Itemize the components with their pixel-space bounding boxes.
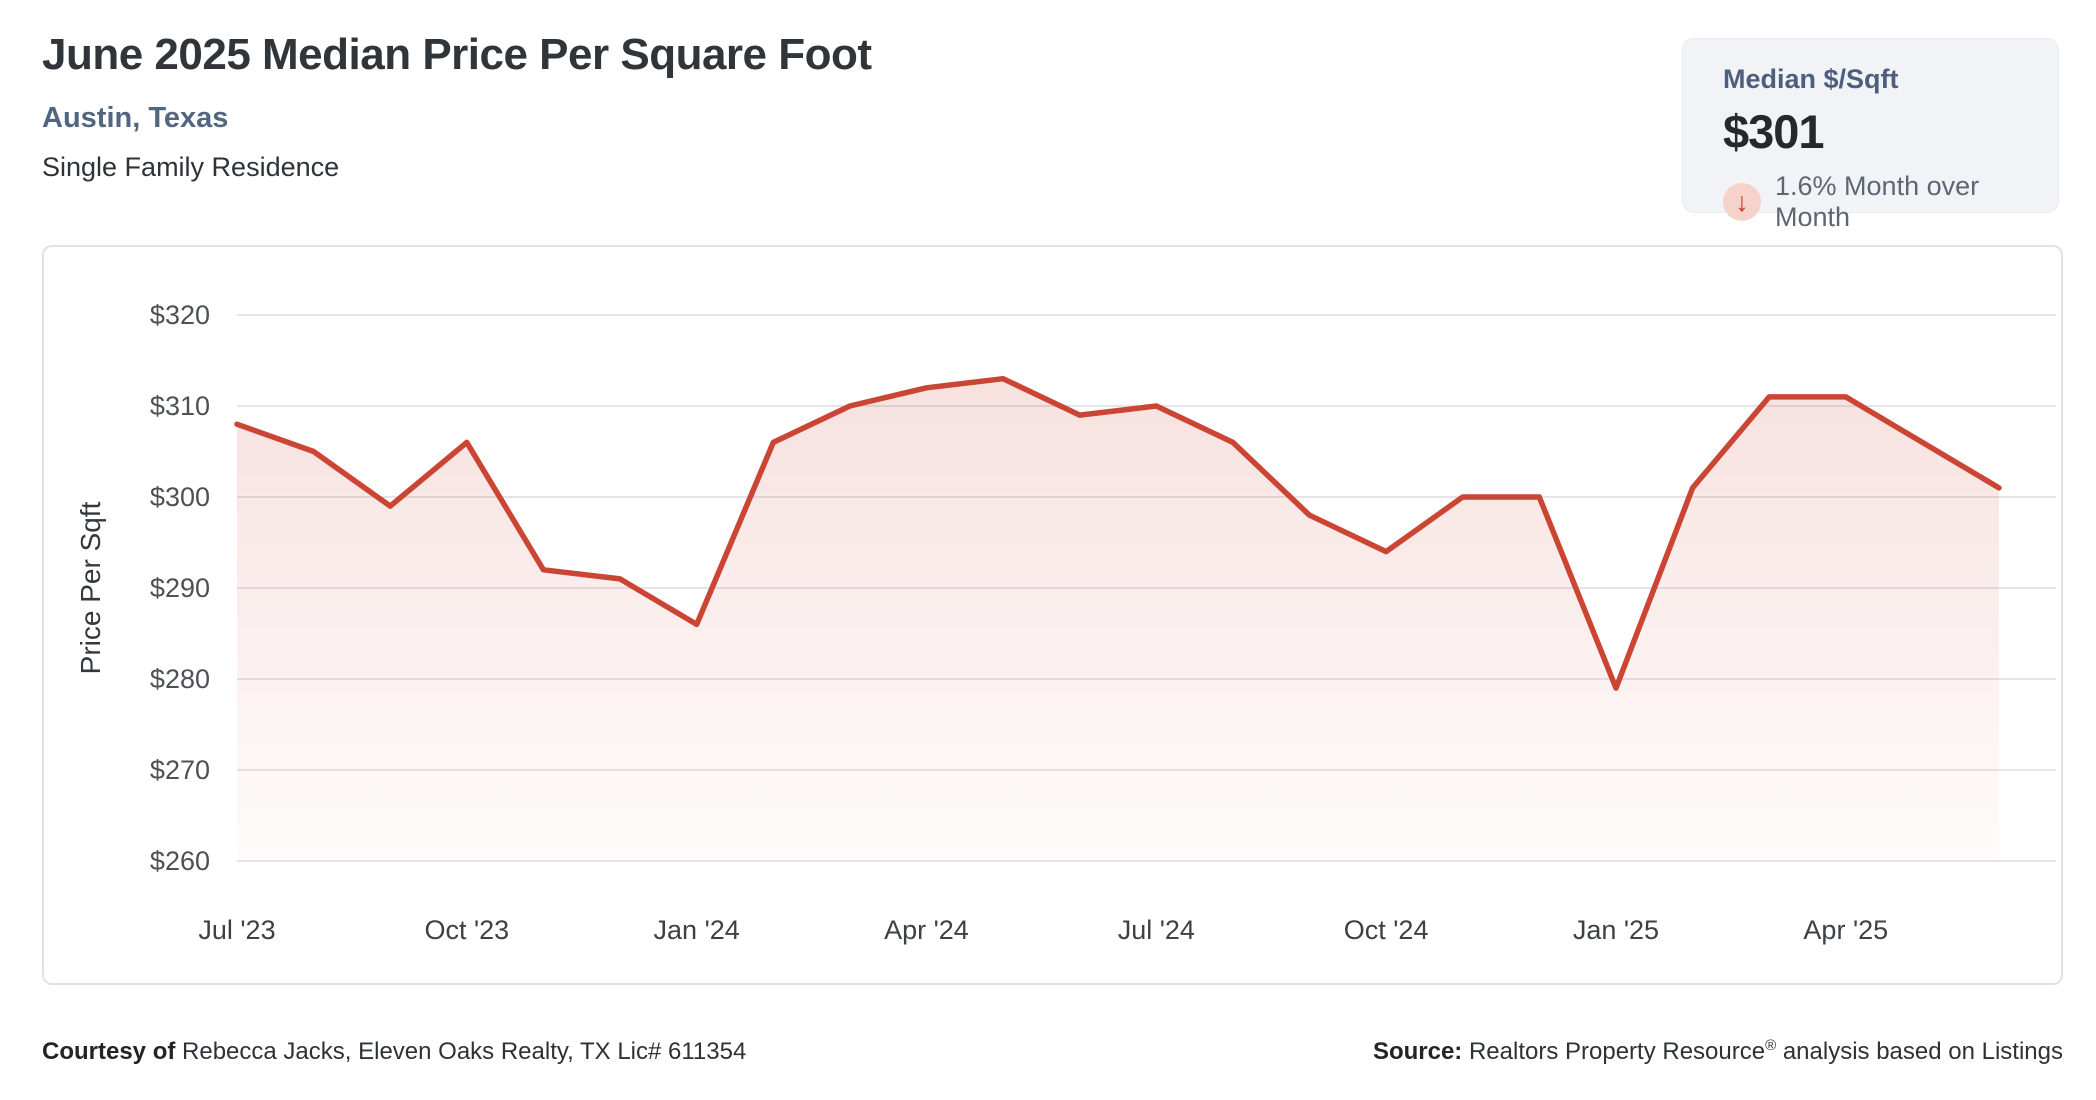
- svg-text:Oct '24: Oct '24: [1344, 915, 1429, 945]
- x-axis-tick-labels: Jul '23 Oct '23 Jan '24 Apr '24 Jul '24 Oct '…: [198, 915, 1888, 945]
- price-per-sqft-chart-container: $260 $270 $280 $290 $300 $310 $320 Jul '23 Oct '…: [42, 245, 2063, 985]
- svg-text:Oct '23: Oct '23: [424, 915, 509, 945]
- price-line: [234, 375, 2002, 691]
- area-fill: [237, 378, 1999, 861]
- svg-text:Apr '25: Apr '25: [1803, 915, 1888, 945]
- courtesy-label: Courtesy of: [42, 1038, 176, 1065]
- svg-text:$280: $280: [150, 664, 210, 694]
- property-type-label: Single Family Residence: [42, 152, 340, 182]
- y-axis-tick-labels: $260 $270 $280 $290 $300 $310 $320: [150, 300, 210, 876]
- svg-text:Jul '23: Jul '23: [198, 915, 275, 945]
- arrow-down-icon: ↓: [1723, 183, 1761, 221]
- median-price-summary-card: Median $/Sqft $301 ↓ 1.6% Month over Mon…: [1682, 38, 2059, 232]
- svg-text:$320: $320: [150, 300, 210, 330]
- source-label: Source:: [1372, 1038, 1463, 1065]
- svg-text:$310: $310: [150, 391, 210, 421]
- courtesy-text: Rebecca Jacks, Eleven Oaks Realty, TX Li…: [175, 1038, 747, 1065]
- summary-card-label: Median $/Sqft: [1723, 64, 1899, 94]
- svg-text:$300: $300: [150, 482, 210, 512]
- summary-card-value: $301: [1723, 105, 1825, 158]
- month-over-month-change: ↓ 1.6% Month over Month: [1723, 171, 2028, 233]
- location-subtitle: Austin, Texas: [42, 102, 229, 134]
- registered-trademark-symbol: ®: [1765, 1037, 1777, 1054]
- svg-text:Jan '25: Jan '25: [1573, 915, 1659, 945]
- price-per-sqft-line-chart: $260 $270 $280 $290 $300 $310 $320 Jul '23 Oct '…: [75, 300, 2056, 945]
- y-axis-title: Price Per Sqft: [75, 501, 106, 674]
- svg-text:Jul '24: Jul '24: [1118, 915, 1195, 945]
- source-rest: analysis based on Listings: [1776, 1038, 2063, 1065]
- page-title: June 2025 Median Price Per Square Foot: [42, 30, 872, 79]
- svg-text:$270: $270: [150, 755, 210, 785]
- svg-text:$290: $290: [150, 573, 210, 603]
- change-text: 1.6% Month over Month: [1775, 171, 1980, 232]
- courtesy-attribution: Courtesy of Rebecca Jacks, Eleven Oaks R…: [42, 1038, 746, 1066]
- source-name: Realtors Property Resource: [1462, 1038, 1766, 1065]
- svg-text:$260: $260: [150, 846, 210, 876]
- svg-text:Jan '24: Jan '24: [654, 915, 740, 945]
- source-attribution: Source: Realtors Property Resource® anal…: [1373, 1038, 2063, 1066]
- svg-text:Apr '24: Apr '24: [884, 915, 969, 945]
